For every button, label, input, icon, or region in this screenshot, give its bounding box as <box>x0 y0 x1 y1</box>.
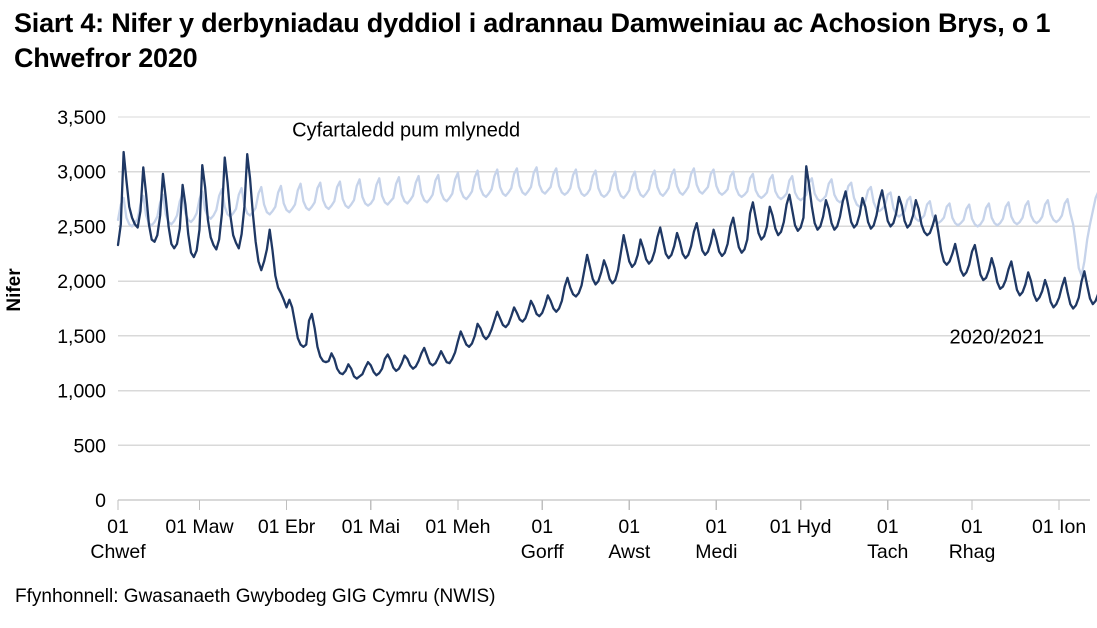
y-axis-tick-label: 2,000 <box>57 271 106 293</box>
y-axis-tick-label: 0 <box>95 490 106 512</box>
x-axis-tick-label: 01 Rhag <box>949 516 996 563</box>
x-axis-tick-label: 01 Mai <box>342 516 401 538</box>
page-title: Siart 4: Nifer y derbyniadau dyddiol i a… <box>14 8 1051 73</box>
data-series <box>116 150 1097 380</box>
series-line-current-year <box>116 150 1097 380</box>
chart-plot-area: 0 500 1,000 1,500 2,000 2,500 3,000 3,500 01 Chw… <box>0 98 1097 576</box>
x-axis-tick-label: 01 Gorff <box>521 516 565 563</box>
x-axis-tick-label: 01 Medi <box>695 516 737 563</box>
line-chart-svg: 0 500 1,000 1,500 2,000 2,500 3,000 3,500 01 Chw… <box>4 107 1097 563</box>
y-axis-title: Nifer <box>4 268 25 312</box>
gridlines <box>118 116 1090 501</box>
x-axis-tickmarks <box>117 500 1060 510</box>
y-axis-tick-label: 3,000 <box>57 162 106 184</box>
x-axis-tick-labels: 01 Chwef 01 Maw 01 Ebr 01 Mai 01 Meh 01 Gorff 01… <box>90 516 1086 563</box>
series-line-five-year-average <box>116 166 1097 277</box>
x-axis-tick-label: 01 Ebr <box>258 516 316 538</box>
x-axis-tick-label: 01 Ion <box>1032 516 1086 538</box>
y-axis-tick-label: 3,500 <box>57 107 106 129</box>
chart-annotation-label: Cyfartaledd pum mlynedd <box>292 120 520 142</box>
y-axis-tick-label: 500 <box>73 435 106 457</box>
chart-annotations: Cyfartaledd pum mlynedd 2020/2021 <box>292 120 1044 349</box>
x-axis-tick-label: 01 Hyd <box>770 516 832 538</box>
x-axis-tick-label: 01 Awst <box>608 516 650 563</box>
source-note: Ffynhonnell: Gwasanaeth Gwybodeg GIG Cym… <box>15 586 496 607</box>
x-axis-tick-label: 01 Maw <box>165 516 234 538</box>
y-axis-tick-label: 1,000 <box>57 381 106 403</box>
x-axis-tick-label: 01 Tach <box>867 516 908 563</box>
y-axis-tick-labels: 0 500 1,000 1,500 2,000 2,500 3,000 3,500 <box>57 107 106 512</box>
x-axis-tick-label: 01 Meh <box>425 516 490 538</box>
chart-annotation-label: 2020/2021 <box>950 327 1045 349</box>
y-axis-tick-label: 2,500 <box>57 216 106 238</box>
y-axis-tick-label: 1,500 <box>57 326 106 348</box>
x-axis-tick-label: 01 Chwef <box>90 516 146 563</box>
